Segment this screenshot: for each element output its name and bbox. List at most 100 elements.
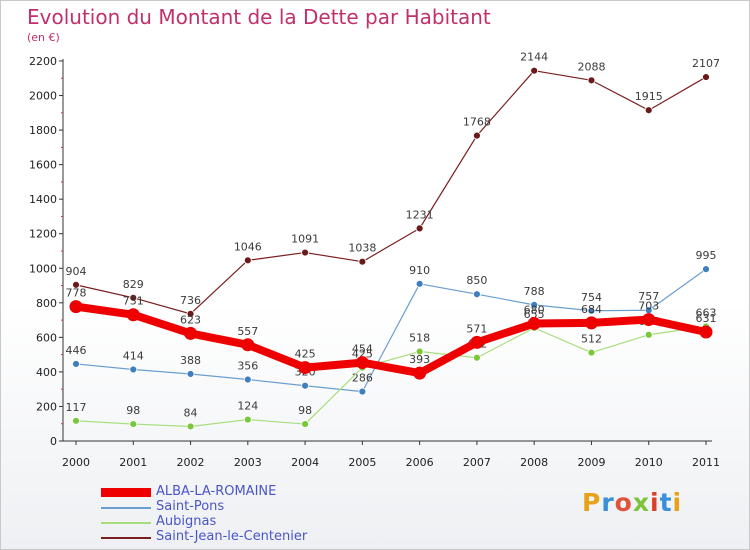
legend-swatch-saint-jean-le-centenier	[101, 536, 151, 539]
legend-label-saint-pons: Saint-Pons	[156, 499, 225, 514]
series-line-aubignas	[75, 325, 707, 428]
data-label-saint-jean-le-centenier: 2144	[520, 51, 548, 64]
y-tick-label: 800	[36, 297, 57, 310]
data-point-saint-pons	[243, 375, 252, 384]
data-point-saint-jean-le-centenier	[301, 248, 309, 257]
y-tick-label: 1600	[29, 159, 57, 172]
legend-item-saint-jean-le-centenier: Saint-Jean-le-Centenier	[101, 529, 401, 545]
data-label-saint-jean-le-centenier: 1915	[635, 90, 663, 103]
y-tick-label: 600	[36, 331, 57, 344]
chart-subtitle: (en €)	[27, 31, 60, 44]
y-tick-label: 2200	[29, 55, 57, 68]
data-label-saint-pons: 356	[237, 360, 258, 373]
data-label-aubignas: 84	[184, 406, 198, 419]
data-label-saint-jean-le-centenier: 2088	[577, 60, 605, 73]
data-label-aubignas: 98	[298, 404, 312, 417]
data-point-alba-la-romaine	[298, 361, 312, 375]
proxiti-logo: Proxiti	[582, 488, 683, 517]
data-point-aubignas	[473, 353, 481, 362]
data-point-saint-jean-le-centenier	[473, 131, 481, 140]
y-tick-label: 0	[50, 435, 57, 448]
data-point-aubignas	[186, 422, 195, 431]
data-label-alba-la-romaine: 731	[123, 295, 144, 308]
data-point-aubignas	[72, 416, 80, 425]
data-label-aubignas: 655	[524, 308, 545, 321]
x-tick-label: 2003	[234, 456, 262, 469]
data-label-saint-pons: 414	[123, 349, 144, 362]
data-label-aubignas: 425	[352, 348, 373, 361]
legend-item-saint-pons: Saint-Pons	[101, 499, 401, 515]
data-label-aubignas: 512	[581, 333, 602, 346]
data-point-saint-jean-le-centenier	[644, 106, 653, 115]
data-point-alba-la-romaine	[470, 335, 484, 349]
data-point-alba-la-romaine	[527, 317, 541, 331]
x-tick-label: 2010	[635, 456, 663, 469]
series-line-saint-jean-le-centenier	[75, 70, 707, 315]
x-tick-label: 2004	[291, 456, 319, 469]
y-tick-label: 400	[36, 366, 57, 379]
data-label-saint-pons: 286	[352, 372, 373, 385]
data-point-saint-pons	[530, 300, 539, 309]
chart-title: Evolution du Montant de la Dette par Hab…	[27, 5, 491, 29]
data-point-alba-la-romaine	[241, 338, 255, 352]
y-tick-label: 1400	[29, 193, 57, 206]
data-label-alba-la-romaine: 684	[581, 303, 602, 316]
data-point-aubignas	[587, 348, 596, 357]
data-label-saint-pons: 995	[696, 249, 717, 262]
legend-swatch-saint-pons	[101, 506, 151, 509]
data-label-alba-la-romaine: 557	[237, 325, 258, 338]
data-label-alba-la-romaine: 631	[696, 312, 717, 325]
data-point-saint-pons	[702, 265, 710, 274]
data-point-saint-jean-le-centenier	[243, 256, 252, 265]
data-point-alba-la-romaine	[355, 356, 369, 370]
data-label-aubignas: 663	[696, 306, 717, 319]
data-point-saint-pons	[186, 370, 195, 378]
data-point-saint-jean-le-centenier	[702, 73, 710, 81]
data-point-alba-la-romaine	[184, 326, 198, 340]
legend-label-alba-la-romaine: ALBA-LA-ROMAINE	[156, 484, 277, 499]
y-tick-label: 2000	[29, 90, 57, 103]
chart-legend: ALBA-LA-ROMAINE Saint-Pons Aubignas Saint-J…	[101, 484, 401, 545]
data-point-alba-la-romaine	[699, 325, 713, 339]
x-tick-label: 2000	[62, 456, 90, 469]
data-point-aubignas	[415, 347, 424, 356]
legend-swatch-aubignas	[101, 521, 151, 524]
data-label-alba-la-romaine: 454	[352, 343, 373, 356]
data-label-saint-pons: 754	[581, 291, 602, 304]
data-point-saint-pons	[358, 387, 367, 396]
y-tick-label: 1000	[29, 262, 57, 275]
data-label-alba-la-romaine: 623	[180, 313, 201, 326]
x-tick-label: 2002	[177, 456, 205, 469]
data-label-alba-la-romaine: 680	[524, 304, 545, 317]
x-tick-label: 2009	[577, 456, 605, 469]
data-point-saint-pons	[587, 306, 596, 315]
data-point-saint-jean-le-centenier	[129, 293, 138, 302]
data-point-saint-jean-le-centenier	[358, 257, 367, 266]
data-label-aubignas: 124	[237, 400, 258, 413]
data-point-saint-jean-le-centenier	[530, 66, 539, 75]
x-tick-label: 2001	[119, 456, 147, 469]
data-point-alba-la-romaine	[584, 316, 598, 330]
x-tick-label: 2006	[406, 456, 434, 469]
data-label-saint-jean-le-centenier: 829	[123, 278, 144, 291]
data-label-aubignas: 98	[126, 404, 140, 417]
data-point-aubignas	[243, 415, 252, 424]
data-label-alba-la-romaine: 571	[466, 322, 487, 335]
data-label-saint-jean-le-centenier: 1231	[406, 208, 434, 221]
data-point-aubignas	[644, 330, 653, 339]
data-label-saint-jean-le-centenier: 1768	[463, 116, 491, 129]
data-point-saint-jean-le-centenier	[72, 280, 80, 289]
data-label-saint-pons: 850	[466, 274, 487, 287]
series-line-alba-la-romaine	[72, 302, 710, 378]
y-tick-label: 200	[36, 400, 57, 413]
data-label-aubignas: 117	[66, 401, 87, 414]
data-point-saint-pons	[72, 360, 80, 368]
data-label-saint-jean-le-centenier: 1038	[348, 242, 376, 255]
data-point-saint-pons	[473, 290, 481, 299]
data-label-saint-pons: 788	[524, 285, 545, 298]
data-point-aubignas	[129, 420, 138, 428]
data-label-alba-la-romaine: 778	[66, 287, 87, 300]
x-tick-label: 2008	[520, 456, 548, 469]
y-tick-label: 1200	[29, 228, 57, 241]
